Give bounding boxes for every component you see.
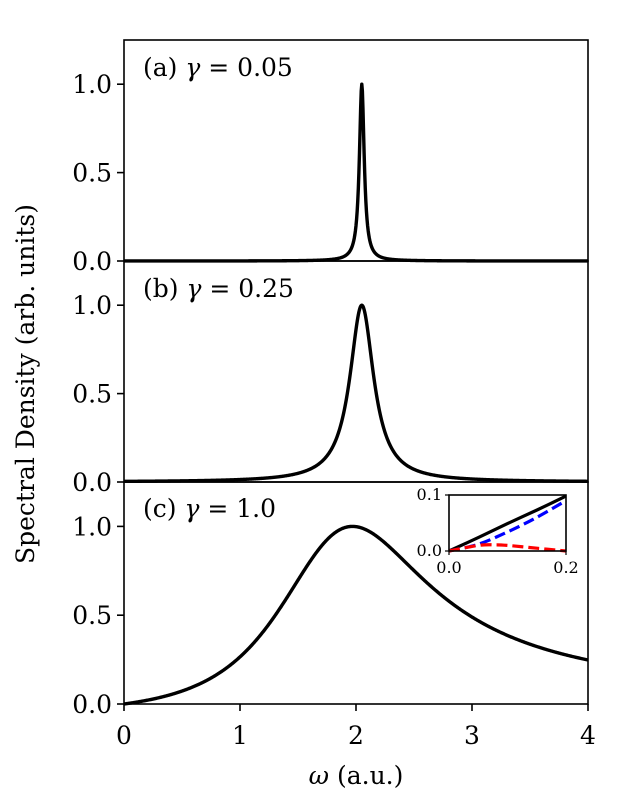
y-tick-label: 1.0 xyxy=(72,70,112,99)
y-tick-label: 1.0 xyxy=(72,512,112,541)
panel-c-label: (c) γ = 1.0 xyxy=(143,494,276,523)
inset-frame xyxy=(448,494,567,552)
y-tick-label: 0.0 xyxy=(72,468,112,497)
inset-plot: 0.0 0.2 0.0 0.1 xyxy=(417,485,579,577)
y-tick-label: 0.5 xyxy=(72,380,112,409)
panel-b: (b) γ = 0.25 xyxy=(123,260,589,483)
inset-x-tick-label: 0.2 xyxy=(553,558,578,577)
y-tick-label: 0.5 xyxy=(72,601,112,630)
spectral-curve-panel-c xyxy=(122,524,590,706)
inset-series-total xyxy=(448,494,567,553)
x-tick-label: 3 xyxy=(464,721,480,750)
inset-series-red-component xyxy=(448,543,567,553)
inset-y-tick-label: 0.1 xyxy=(417,485,442,504)
spectral-curve-panel-a xyxy=(122,82,590,263)
inset-y-tick-label: 0.0 xyxy=(417,541,442,560)
spectral-curve-panel-b xyxy=(122,303,590,484)
generated-chart-marks: 0.0 0.5 1.0 0.0 0.5 1.0 0.0 0.5 1.0 0 1 2 3 4 xyxy=(72,70,596,750)
y-tick-label: 0.0 xyxy=(72,247,112,276)
x-tick-label: 1 xyxy=(232,721,248,750)
panel-a-label: (a) γ = 0.05 xyxy=(143,53,293,82)
x-axis-title: ω (a.u.) xyxy=(309,761,404,790)
x-tick-label: 2 xyxy=(348,721,364,750)
x-tick-label: 4 xyxy=(580,721,596,750)
y-tick-label: 0.0 xyxy=(72,690,112,719)
y-tick-label: 0.5 xyxy=(72,159,112,188)
x-tick-label: 0 xyxy=(116,721,132,750)
inset-x-tick-label: 0.0 xyxy=(436,558,461,577)
y-axis-title: Spectral Density (arb. units) xyxy=(11,204,40,564)
panel-b-label: (b) γ = 0.25 xyxy=(143,274,294,303)
panel-c: (c) γ = 1.0 xyxy=(123,481,589,705)
y-tick-label: 1.0 xyxy=(72,291,112,320)
